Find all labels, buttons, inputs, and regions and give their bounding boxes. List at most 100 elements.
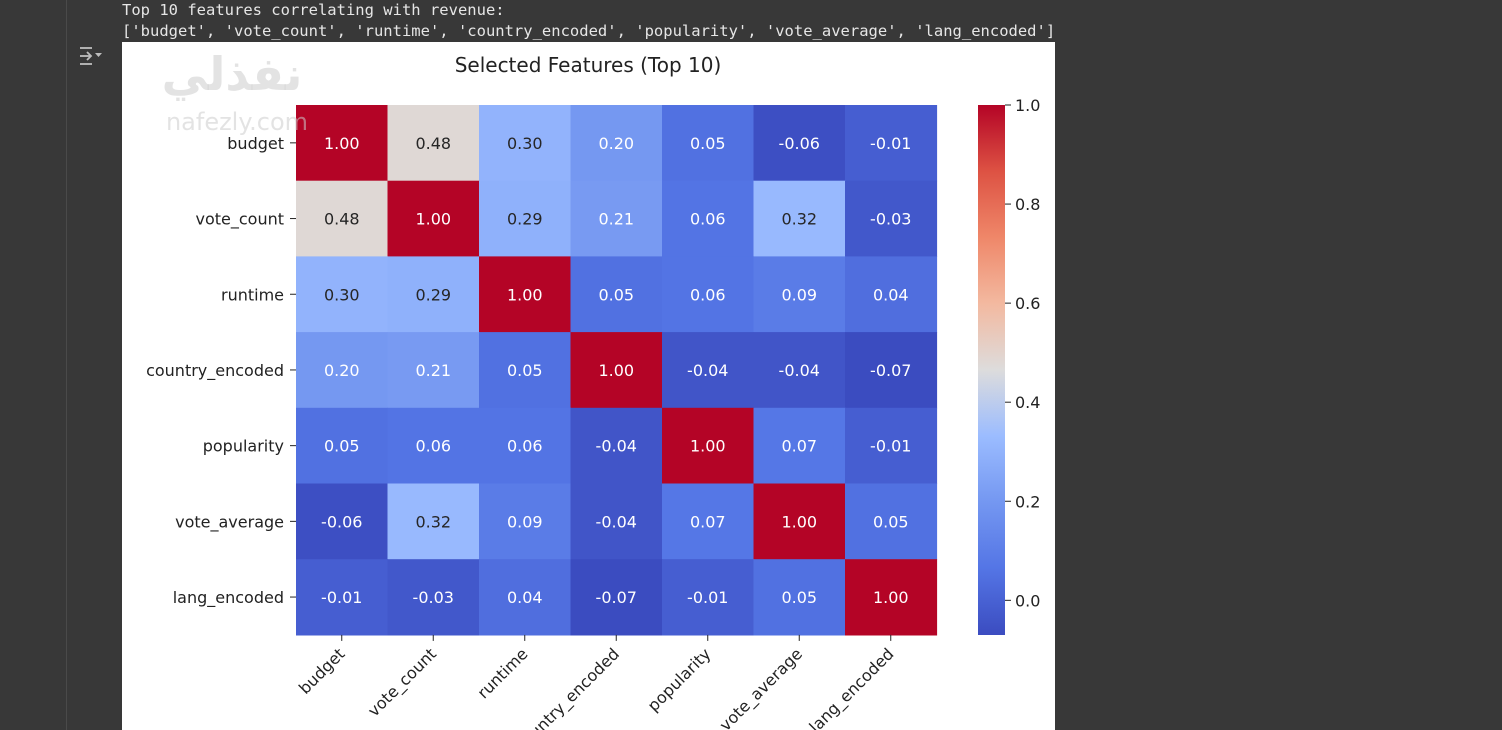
watermark-logo: نفذلي nafezly.com bbox=[162, 47, 308, 136]
heatmap-cell-value: 0.32 bbox=[781, 210, 817, 229]
heatmap-cell-value: 0.07 bbox=[781, 437, 817, 456]
output-line-2: ['budget', 'vote_count', 'runtime', 'cou… bbox=[122, 21, 1056, 40]
heatmap-chart: Selected Features (Top 10) 1.00 0.48 0.30 0… bbox=[146, 53, 1040, 730]
column-tick-label: vote_average bbox=[716, 644, 807, 730]
heatmap-cell bbox=[662, 332, 755, 409]
heatmap-cell bbox=[753, 105, 846, 182]
heatmap-cell bbox=[845, 559, 938, 636]
colorbar-tick-label: 0.0 bbox=[1015, 591, 1040, 610]
heatmap-cell bbox=[570, 483, 663, 560]
heatmap-cell-value: 0.05 bbox=[598, 285, 634, 304]
heatmap-cell bbox=[296, 407, 389, 485]
heatmap-cell-value: 0.07 bbox=[690, 512, 726, 531]
heatmap-cell bbox=[662, 180, 755, 257]
heatmap-cell bbox=[845, 105, 938, 182]
heatmap-cell-value: 1.00 bbox=[598, 361, 634, 380]
output-gutter bbox=[67, 0, 121, 730]
heatmap-cell bbox=[296, 180, 389, 257]
heatmap-cell-value: -0.04 bbox=[596, 437, 637, 456]
heatmap-cell bbox=[479, 559, 572, 636]
heatmap-cell bbox=[479, 180, 572, 257]
cell-output-text: Top 10 features correlating with revenue… bbox=[122, 0, 1055, 41]
row-tick-label: popularity bbox=[203, 437, 284, 456]
column-tick-label: budget bbox=[295, 644, 349, 698]
heatmap-cell-value: 0.09 bbox=[507, 512, 543, 531]
heatmap-cell bbox=[387, 105, 480, 182]
heatmap-cell-value: -0.01 bbox=[687, 588, 728, 607]
heatmap-cell-value: -0.04 bbox=[779, 361, 820, 380]
heatmap-cell bbox=[662, 105, 755, 182]
heatmap-cell-value: -0.01 bbox=[870, 437, 911, 456]
heatmap-cell bbox=[387, 559, 480, 636]
colorbar-tick-label: 0.8 bbox=[1015, 195, 1040, 214]
heatmap-cell-value: -0.04 bbox=[596, 512, 637, 531]
heatmap-cell-value: 0.09 bbox=[781, 285, 817, 304]
heatmap-cell-value: -0.07 bbox=[870, 361, 911, 380]
heatmap-cell-value: 0.20 bbox=[598, 134, 634, 153]
heatmap-cell bbox=[570, 180, 663, 257]
heatmap-cell bbox=[387, 483, 480, 560]
heatmap-cell bbox=[753, 407, 846, 485]
heatmap-cell-value: -0.07 bbox=[596, 588, 637, 607]
heatmap-cell-value: 0.06 bbox=[415, 437, 451, 456]
heatmap-cell-value: 1.00 bbox=[781, 512, 817, 531]
cell-gutter bbox=[0, 0, 67, 730]
heatmap-cell-value: -0.01 bbox=[870, 134, 911, 153]
colorbar-tick-label: 0.4 bbox=[1015, 393, 1040, 412]
heatmap-cell bbox=[296, 105, 389, 182]
heatmap-cell-value: 1.00 bbox=[873, 588, 909, 607]
heatmap-cell-value: 0.21 bbox=[598, 210, 634, 229]
output-line-1: Top 10 features correlating with revenue… bbox=[122, 1, 505, 19]
row-tick-label: budget bbox=[227, 134, 284, 153]
heatmap-cell bbox=[387, 256, 480, 333]
heatmap-cell-value: 0.05 bbox=[690, 134, 726, 153]
heatmap-cell bbox=[662, 407, 755, 485]
heatmap-cell bbox=[845, 407, 938, 485]
heatmap-cell bbox=[662, 559, 755, 636]
heatmap-cell bbox=[845, 332, 938, 409]
heatmap-figure: Selected Features (Top 10) 1.00 0.48 0.30 0… bbox=[122, 42, 1055, 730]
heatmap-cell-value: 0.06 bbox=[690, 210, 726, 229]
row-tick-label: vote_count bbox=[195, 210, 284, 230]
heatmap-cell bbox=[570, 105, 663, 182]
column-tick-label: vote_count bbox=[364, 644, 441, 721]
heatmap-cell-value: 0.06 bbox=[507, 437, 543, 456]
watermark-url-text: nafezly.com bbox=[166, 108, 308, 136]
column-tick-label: popularity bbox=[644, 644, 715, 715]
heatmap-cell bbox=[753, 559, 846, 636]
heatmap-cell-value: 1.00 bbox=[690, 437, 726, 456]
heatmap-cell-value: 0.05 bbox=[324, 437, 360, 456]
heatmap-cell bbox=[845, 483, 938, 560]
heatmap-cell bbox=[570, 407, 663, 485]
heatmap-cell bbox=[296, 559, 389, 636]
heatmap-cell bbox=[753, 483, 846, 560]
row-tick-label: lang_encoded bbox=[173, 588, 284, 608]
heatmap-cell-value: -0.06 bbox=[321, 512, 362, 531]
row-tick-label: runtime bbox=[221, 285, 284, 304]
heatmap-cell-value: 0.06 bbox=[690, 285, 726, 304]
column-tick-label: runtime bbox=[474, 644, 532, 702]
heatmap-cell-value: 0.30 bbox=[324, 285, 360, 304]
heatmap-cell-value: -0.01 bbox=[321, 588, 362, 607]
output-toggle-icon[interactable] bbox=[78, 44, 104, 68]
heatmap-cell-value: 0.30 bbox=[507, 134, 543, 153]
heatmap-cell bbox=[753, 256, 846, 333]
heatmap-cell bbox=[296, 483, 389, 560]
heatmap-cell bbox=[387, 180, 480, 257]
heatmap-cell bbox=[296, 256, 389, 333]
heatmap-cell-value: 1.00 bbox=[415, 210, 451, 229]
colorbar bbox=[978, 105, 1005, 635]
row-tick-label: vote_average bbox=[175, 512, 284, 532]
heatmap-cell bbox=[479, 407, 572, 485]
heatmap-cell bbox=[296, 332, 389, 409]
heatmap-cell bbox=[570, 332, 663, 409]
heatmap-cell-value: -0.03 bbox=[870, 210, 911, 229]
colorbar-tick-label: 1.0 bbox=[1015, 96, 1040, 115]
colorbar-tick-label: 0.2 bbox=[1015, 492, 1040, 511]
heatmap-cell bbox=[753, 180, 846, 257]
heatmap-cell-value: 0.29 bbox=[507, 210, 543, 229]
chart-title: Selected Features (Top 10) bbox=[455, 53, 722, 77]
heatmap-cell bbox=[662, 483, 755, 560]
